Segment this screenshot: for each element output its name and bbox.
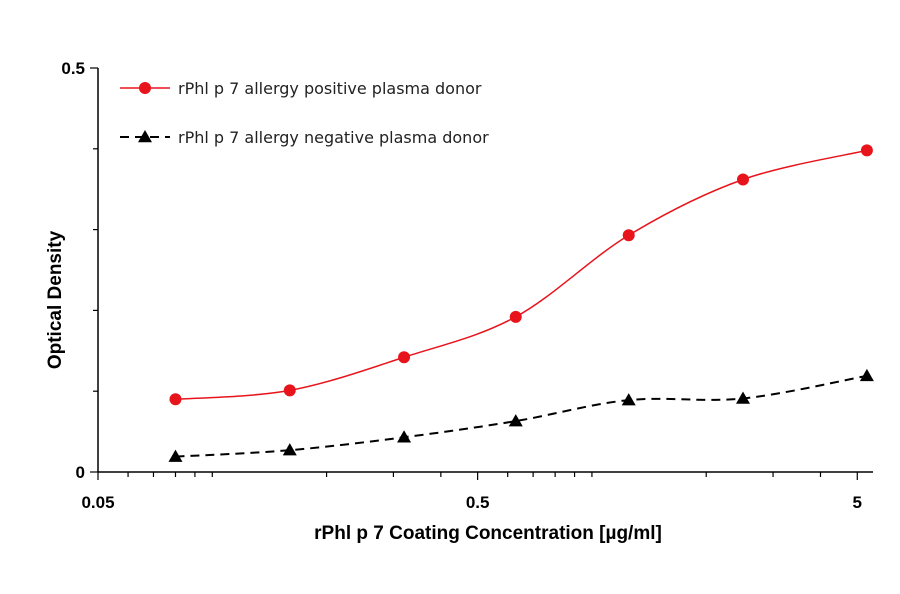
x-axis-label: rPhl p 7 Coating Concentration [µg/ml] [314,523,662,544]
data-point [397,430,412,443]
data-point [398,351,411,364]
legend-label: rPhl p 7 allergy negative plasma donor [178,128,489,147]
series-line [175,149,868,401]
data-point [859,368,874,382]
legend-entry: rPhl p 7 allergy negative plasma donor [120,128,489,147]
axes: 0 0.5 0.05 0.5 5 [61,59,873,512]
y-tick-label: 0 [76,463,85,482]
data-point [737,173,750,186]
data-point [283,384,296,397]
data-point [168,449,183,462]
x-tick-label: 5 [853,493,862,512]
data-point [509,310,522,323]
data-point [508,414,523,427]
x-tick-label: 0.05 [81,493,114,512]
legend-label: rPhl p 7 allergy positive plasma donor [178,79,482,98]
series-2 [168,368,874,462]
series-layer [168,144,874,462]
series-1 [169,144,873,406]
legend-marker [139,82,151,94]
data-point [860,144,873,157]
data-point [736,391,751,404]
y-tick-label: 0.5 [61,59,85,78]
series-line [175,374,868,458]
y-axis-label: Optical Density [45,230,66,369]
legend-marker [138,130,152,143]
legend-entry: rPhl p 7 allergy positive plasma donor [120,79,482,98]
data-point [169,393,182,406]
x-tick-label: 0.5 [466,493,490,512]
legend: rPhl p 7 allergy positive plasma donor rP… [120,79,489,147]
data-point [282,443,297,456]
data-point [622,229,635,242]
data-point [621,393,636,406]
